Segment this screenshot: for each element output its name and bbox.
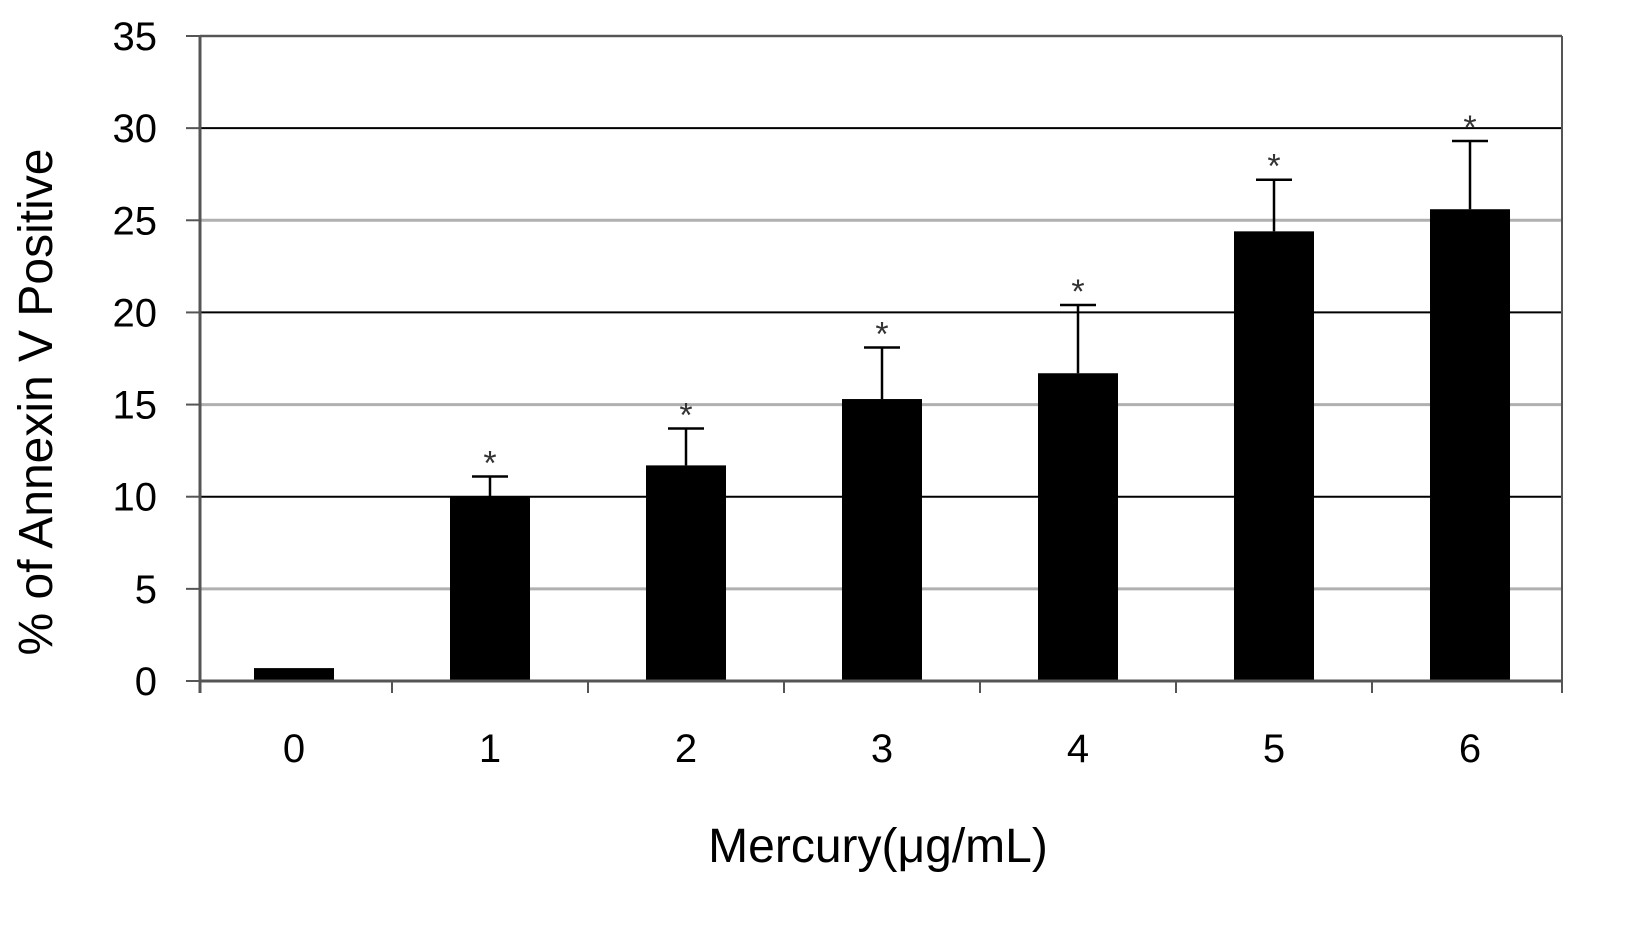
x-tick-label: 6 [1459, 727, 1481, 771]
x-tick-label: 3 [871, 727, 893, 771]
x-tick-label: 2 [675, 727, 697, 771]
bar [254, 668, 334, 681]
bar [646, 465, 726, 681]
bar [1234, 231, 1314, 682]
bar [842, 399, 922, 681]
significance-marker: * [679, 397, 692, 435]
bar [1038, 373, 1118, 681]
y-tick-label: 0 [135, 660, 157, 704]
x-axis-title: Mercury(μg/mL) [708, 820, 1048, 873]
error-bars [472, 139, 1488, 497]
axes [186, 35, 1563, 693]
significance-marker: * [1463, 109, 1476, 147]
significance-marker: * [875, 315, 888, 353]
bar [1430, 209, 1510, 681]
significance-marker: * [1071, 273, 1084, 311]
y-tick-label: 30 [113, 107, 158, 151]
y-tick-label: 10 [113, 476, 158, 520]
y-tick-label: 5 [135, 568, 157, 612]
y-tick-label: 15 [113, 384, 158, 428]
y-tick-label: 25 [113, 199, 158, 243]
y-tick-label: 20 [113, 291, 158, 335]
x-tick-label: 5 [1263, 727, 1285, 771]
significance-marker: * [483, 444, 496, 482]
x-tick-label: 4 [1067, 727, 1089, 771]
bar [450, 496, 530, 681]
bars [254, 209, 1510, 682]
y-axis-title: % of Annexin V Positive [10, 149, 63, 656]
significance-marker: * [1267, 148, 1280, 186]
x-tick-label: 0 [283, 727, 305, 771]
labels: 0 5 10 15 20 25 30 35 0 * 1 * 2 * 3 * 4 * 5 * 6 [113, 15, 1482, 771]
y-tick-label: 35 [113, 15, 158, 59]
x-tick-label: 1 [479, 727, 501, 771]
